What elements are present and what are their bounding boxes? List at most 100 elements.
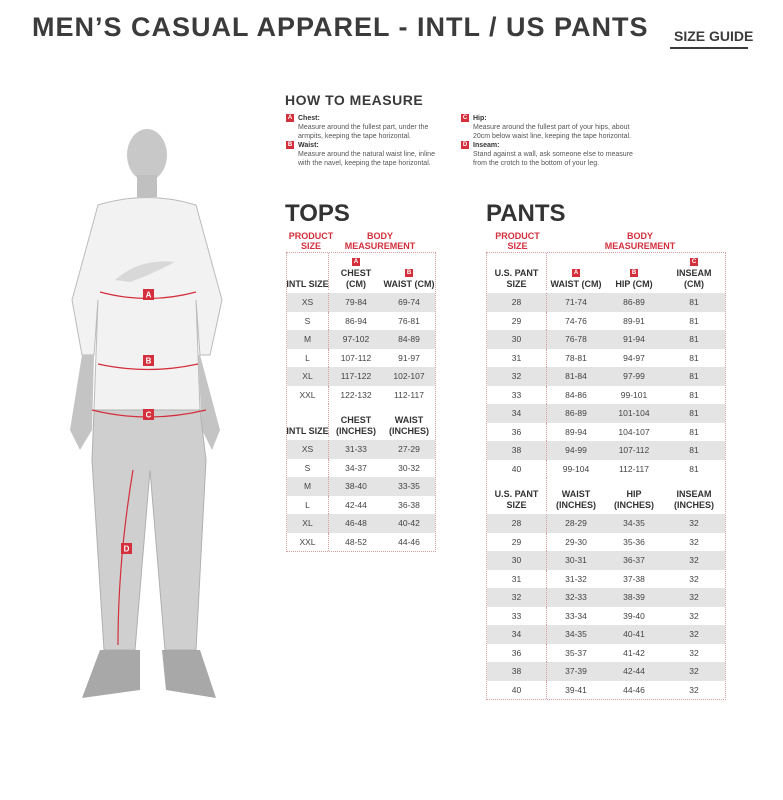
- table-cell: 76-78: [565, 334, 587, 345]
- table-cell: 76-81: [398, 315, 420, 326]
- table-cell: 38: [487, 662, 547, 681]
- table-cell: 86-94: [345, 315, 367, 326]
- column-header: WAIST (INCHES): [383, 415, 435, 437]
- table-cell: 81: [689, 445, 699, 456]
- table-cell: XXL: [287, 385, 329, 404]
- table-cell: 32: [689, 684, 699, 695]
- model-figure: A B C D: [70, 129, 223, 698]
- header-label: INSEAM (INCHES): [674, 489, 714, 510]
- figure-label-c: C: [146, 411, 152, 420]
- table-cell: 32: [689, 536, 699, 547]
- table-cell: 30-32: [398, 462, 420, 473]
- table-cell: 36: [487, 643, 547, 662]
- badge-a: A: [286, 114, 294, 123]
- column-header: WAIST (INCHES): [547, 489, 605, 511]
- table-cell: 86-89: [623, 297, 645, 308]
- label-chest: Chest:: [298, 115, 320, 122]
- table-cell: S: [287, 458, 329, 477]
- desc-hip: Measure around the fullest part of your …: [473, 124, 631, 140]
- table-row: 30 30-31 36-37 32: [487, 551, 725, 570]
- table-row: 34 86-89 101-104 81: [487, 404, 725, 423]
- tops-inches-header-row: INTL SIZE CHEST (INCHES) WAIST (INCHES): [286, 404, 435, 440]
- table-cell: 48-52: [345, 536, 367, 547]
- table-cell: 97-99: [623, 371, 645, 382]
- table-cell: 91-97: [398, 352, 420, 363]
- table-cell: 29-30: [565, 536, 587, 547]
- how-to-measure-left: A Chest: Measure around the fullest part,…: [286, 114, 446, 168]
- header-label: WAIST (CM): [550, 279, 602, 289]
- table-cell: XL: [287, 367, 329, 386]
- table-cell: 38-40: [345, 481, 367, 492]
- table-cell: 39-40: [623, 610, 645, 621]
- table-cell: 31: [487, 569, 547, 588]
- header-label: WAIST (INCHES): [389, 415, 429, 436]
- table-row: XL 117-122 102-107: [287, 367, 435, 386]
- pants-title: PANTS: [486, 200, 566, 227]
- table-row: 29 29-30 35-36 32: [487, 532, 725, 551]
- table-cell: XXL: [287, 532, 329, 551]
- table-row: M 38-40 33-35: [287, 477, 435, 496]
- table-cell: 89-94: [565, 426, 587, 437]
- table-cell: 42-44: [623, 666, 645, 677]
- table-row: 28 28-29 34-35 32: [487, 514, 725, 533]
- column-header: B HIP (CM): [605, 269, 663, 290]
- table-cell: 30: [487, 551, 547, 570]
- desc-waist: Measure around the natural waist line, i…: [298, 151, 435, 167]
- column-header: U.S. PANT SIZE: [487, 253, 547, 290]
- how-to-measure-right: C Hip: Measure around the fullest part of…: [461, 114, 646, 168]
- measure-badge: B: [405, 269, 413, 277]
- column-header: INTL SIZE: [286, 404, 329, 437]
- table-cell: 81: [689, 408, 699, 419]
- table-cell: 71-74: [565, 297, 587, 308]
- table-cell: 36-38: [398, 499, 420, 510]
- table-cell: L: [287, 495, 329, 514]
- table-row: L 42-44 36-38: [287, 495, 435, 514]
- table-cell: 32: [689, 573, 699, 584]
- table-row: 33 84-86 99-101 81: [487, 385, 725, 404]
- table-cell: 97-102: [342, 334, 370, 345]
- pants-cm-header-row: U.S. PANT SIZE A WAIST (CM) B HIP (CM) C INSEA…: [487, 253, 725, 293]
- table-cell: 99-101: [620, 389, 648, 400]
- table-cell: 32: [487, 367, 547, 386]
- table-cell: 34-37: [345, 462, 367, 473]
- table-row: 36 89-94 104-107 81: [487, 422, 725, 441]
- badge-c: C: [461, 114, 469, 123]
- measure-badge: A: [352, 258, 360, 266]
- pants-table: U.S. PANT SIZE A WAIST (CM) B HIP (CM) C INSEA…: [486, 252, 726, 700]
- header-label: WAIST (CM): [383, 279, 435, 289]
- header-label: CHEST (INCHES): [336, 415, 376, 436]
- table-cell: 40-42: [398, 518, 420, 529]
- table-cell: S: [287, 311, 329, 330]
- table-row: 29 74-76 89-91 81: [487, 311, 725, 330]
- column-header: U.S. PANT SIZE: [487, 478, 547, 511]
- size-guide-label: SIZE GUIDE: [674, 28, 754, 44]
- table-cell: 29: [487, 311, 547, 330]
- table-cell: 112-117: [619, 463, 649, 474]
- table-cell: 44-46: [623, 684, 645, 695]
- table-cell: 94-97: [623, 352, 645, 363]
- table-row: 40 39-41 44-46 32: [487, 680, 725, 699]
- table-cell: 35-37: [565, 647, 587, 658]
- table-row: 32 32-33 38-39 32: [487, 588, 725, 607]
- table-cell: 84-89: [398, 334, 420, 345]
- figure-label-a: A: [146, 291, 152, 300]
- table-cell: XS: [287, 293, 329, 312]
- table-row: S 34-37 30-32: [287, 458, 435, 477]
- table-row: XS 31-33 27-29: [287, 440, 435, 459]
- table-row: 38 37-39 42-44 32: [487, 662, 725, 681]
- column-header: A WAIST (CM): [547, 269, 605, 290]
- table-cell: 30-31: [565, 555, 587, 566]
- table-row: 40 99-104 112-117 81: [487, 459, 725, 478]
- table-cell: 42-44: [345, 499, 367, 510]
- table-cell: 81: [689, 297, 699, 308]
- table-cell: 35-36: [623, 536, 645, 547]
- table-cell: 34-35: [565, 629, 587, 640]
- table-row: 30 76-78 91-94 81: [487, 330, 725, 349]
- table-cell: 32: [689, 647, 699, 658]
- header-label: CHEST (CM): [340, 268, 372, 289]
- table-cell: 81: [689, 463, 699, 474]
- table-cell: 36: [487, 422, 547, 441]
- table-cell: 46-48: [345, 518, 367, 529]
- table-cell: 32: [689, 518, 699, 529]
- measure-badge: B: [630, 269, 638, 277]
